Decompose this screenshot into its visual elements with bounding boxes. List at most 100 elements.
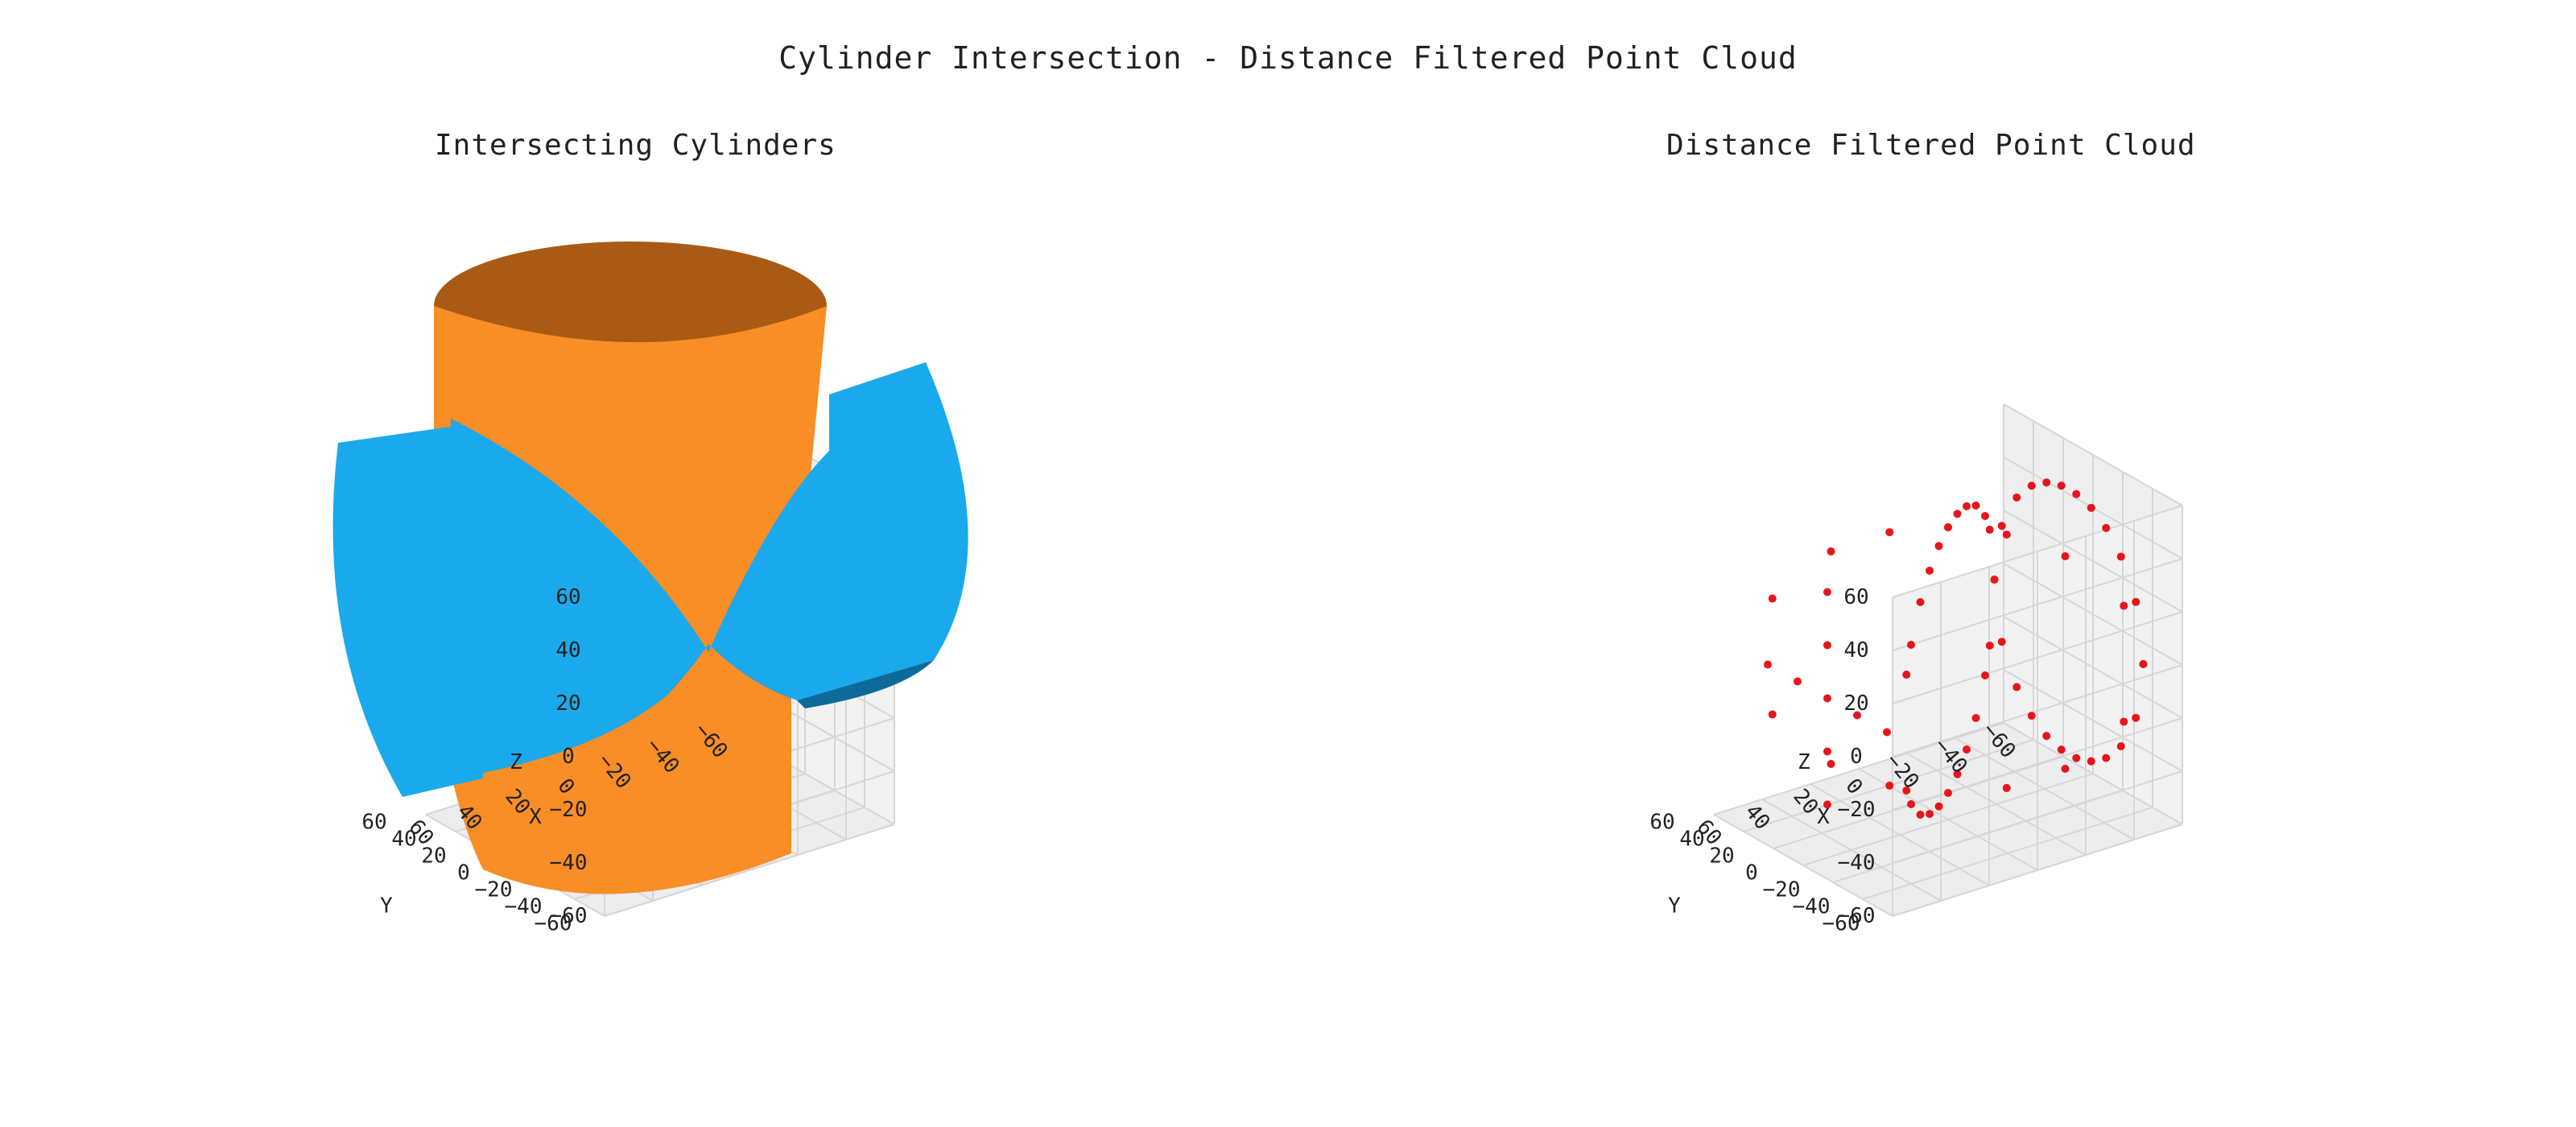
left-y-tick-label: −20 bbox=[475, 878, 513, 902]
left-y-tick-label: 20 bbox=[421, 844, 446, 869]
point-marker bbox=[1963, 502, 1971, 510]
point-marker bbox=[1963, 745, 1971, 754]
point-marker bbox=[1934, 802, 1943, 811]
figure-title: Cylinder Intersection - Distance Filtere… bbox=[778, 40, 1798, 76]
point-marker bbox=[2027, 481, 2036, 490]
point-marker bbox=[2057, 745, 2066, 754]
point-marker bbox=[1902, 786, 1911, 795]
point-marker bbox=[2013, 493, 2021, 502]
point-marker bbox=[2042, 478, 2051, 487]
left-z-tick-label: −20 bbox=[550, 798, 588, 822]
point-marker bbox=[1971, 714, 1980, 722]
point-marker bbox=[1823, 694, 1831, 703]
point-marker bbox=[2061, 552, 2070, 560]
point-marker bbox=[1827, 760, 1835, 768]
point-marker bbox=[2132, 597, 2140, 606]
point-marker bbox=[2132, 713, 2140, 722]
point-marker bbox=[2102, 753, 2111, 762]
point-marker bbox=[1907, 800, 1915, 808]
vertical-cylinder-lower bbox=[483, 652, 791, 878]
horizontal-cylinder-shade bbox=[797, 660, 934, 708]
right-z-tick-label: −20 bbox=[1838, 798, 1876, 822]
point-marker bbox=[1916, 598, 1925, 606]
right-y-tick-label: −40 bbox=[1793, 895, 1831, 919]
point-marker bbox=[1934, 542, 1943, 551]
point-marker bbox=[2057, 481, 2066, 490]
point-marker bbox=[1883, 728, 1891, 737]
left-gridline bbox=[604, 824, 895, 917]
right-y-tick-label: 0 bbox=[1745, 861, 1758, 886]
right-z-tick-label: 60 bbox=[1843, 585, 1868, 609]
right-y-tick-label: −60 bbox=[1823, 912, 1860, 936]
point-marker bbox=[2072, 753, 2081, 762]
point-marker bbox=[2042, 732, 2051, 741]
point-marker bbox=[1794, 677, 1802, 686]
right-gridline bbox=[1892, 770, 2183, 864]
point-marker bbox=[1997, 522, 2006, 530]
right-z-tick-label: 20 bbox=[1843, 691, 1868, 716]
point-marker bbox=[2120, 717, 2128, 726]
point-marker bbox=[1985, 641, 1994, 650]
point-marker bbox=[1823, 641, 1831, 650]
right-z-tick-label: 40 bbox=[1843, 638, 1868, 663]
point-marker bbox=[1985, 526, 1994, 535]
left-chart-title: Intersecting Cylinders bbox=[435, 129, 836, 162]
right-gridline bbox=[1862, 807, 2153, 900]
point-marker bbox=[1885, 528, 1894, 537]
point-marker bbox=[2139, 660, 2148, 668]
point-marker bbox=[2087, 503, 2095, 512]
point-marker bbox=[1997, 638, 2006, 646]
point-marker bbox=[1768, 710, 1777, 719]
point-marker bbox=[1944, 789, 1952, 797]
left-y-tick-label: 0 bbox=[457, 861, 470, 886]
point-marker bbox=[1981, 671, 1989, 679]
right-z-axis-label: Z bbox=[1798, 750, 1810, 774]
point-marker bbox=[1926, 566, 1934, 575]
right-gridline bbox=[1892, 824, 2183, 917]
point-marker bbox=[1971, 502, 1980, 510]
right-z-tick-label: 0 bbox=[1850, 745, 1863, 769]
point-marker bbox=[2120, 601, 2128, 610]
point-marker bbox=[1990, 576, 1999, 584]
right-gridline bbox=[2003, 669, 2183, 772]
right-y-tick-label: −20 bbox=[1763, 878, 1801, 902]
point-marker bbox=[2061, 765, 2070, 773]
point-marker bbox=[2072, 489, 2081, 498]
point-marker bbox=[1916, 811, 1925, 819]
left-z-tick-label: −40 bbox=[550, 851, 588, 875]
right-chart-title: Distance Filtered Point Cloud bbox=[1666, 129, 2196, 162]
left-z-axis-label: Z bbox=[510, 750, 522, 774]
point-marker bbox=[2027, 712, 2036, 720]
left-z-tick-label: 0 bbox=[562, 745, 575, 769]
left-y-tick-label: 40 bbox=[391, 828, 416, 852]
point-marker bbox=[2087, 757, 2095, 766]
left-z-tick-label: 40 bbox=[555, 638, 580, 663]
cylinders-3d-plot[interactable]: 60 40 20 0 −20 −40 −606040200−20−40−606040200−… bbox=[0, 0, 1288, 1127]
point-marker bbox=[1981, 512, 1989, 520]
right-y-tick-label: 60 bbox=[1649, 811, 1674, 835]
point-marker bbox=[1823, 800, 1831, 809]
point-marker bbox=[1926, 810, 1934, 819]
horizontal-cylinder-body bbox=[332, 362, 968, 797]
point-marker bbox=[2013, 683, 2021, 691]
point-marker bbox=[1768, 594, 1777, 603]
left-y-tick-label: −40 bbox=[505, 895, 543, 919]
right-y-tick-label: 40 bbox=[1679, 828, 1704, 852]
right-z-tick-label: −60 bbox=[1838, 904, 1876, 928]
point-marker bbox=[2002, 530, 2011, 539]
point-marker bbox=[1823, 588, 1831, 597]
point-marker bbox=[1827, 547, 1835, 555]
point-marker bbox=[1953, 770, 1962, 778]
point-marker bbox=[1885, 781, 1894, 790]
left-z-tick-label: 20 bbox=[555, 691, 580, 716]
left-x-axis-label: X bbox=[529, 805, 542, 829]
point-marker bbox=[1902, 671, 1911, 679]
left-y-tick-label: 60 bbox=[361, 811, 386, 835]
right-gridline bbox=[2003, 722, 2183, 825]
point-cloud-3d-plot[interactable]: 60 40 20 0 −20 −40 −606040200−20−40−606040200−… bbox=[1288, 0, 2576, 1127]
right-x-axis-label: X bbox=[1817, 805, 1830, 829]
left-y-axis-label: Y bbox=[380, 894, 393, 919]
left-y-tick-label: −60 bbox=[535, 912, 572, 936]
left-z-tick-label: −60 bbox=[550, 904, 588, 928]
point-marker bbox=[1853, 711, 1861, 720]
